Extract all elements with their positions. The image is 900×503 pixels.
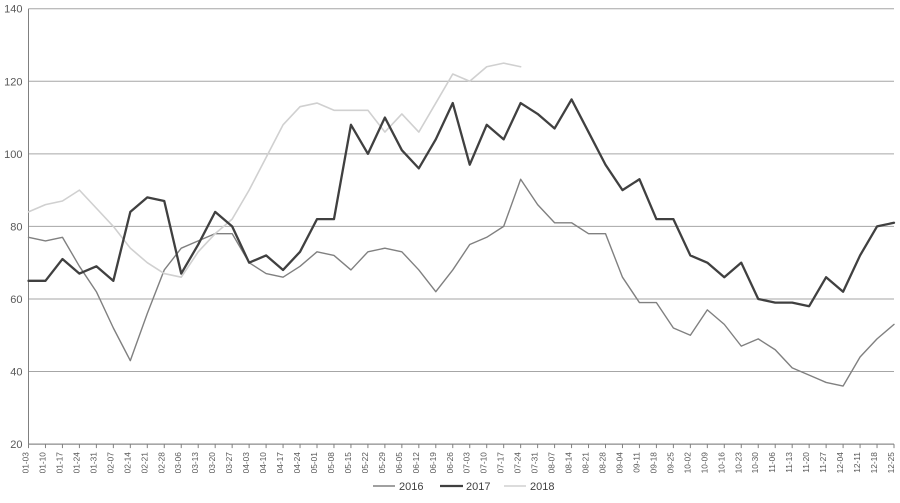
svg-text:04-17: 04-17 [275, 452, 285, 474]
svg-text:05-15: 05-15 [343, 452, 353, 474]
svg-text:04-03: 04-03 [241, 452, 251, 474]
svg-text:11-06: 11-06 [767, 452, 777, 473]
svg-text:07-31: 07-31 [530, 452, 540, 474]
svg-text:07-10: 07-10 [479, 452, 489, 474]
svg-text:05-29: 05-29 [377, 452, 387, 474]
svg-text:08-21: 08-21 [581, 452, 591, 474]
svg-text:03-06: 03-06 [173, 452, 183, 474]
svg-text:140: 140 [4, 4, 22, 16]
svg-text:06-05: 06-05 [394, 452, 404, 474]
svg-text:20: 20 [10, 439, 22, 451]
svg-text:09-25: 09-25 [665, 452, 675, 474]
svg-text:12-25: 12-25 [886, 452, 896, 474]
svg-text:07-24: 07-24 [513, 452, 523, 474]
svg-text:08-28: 08-28 [598, 452, 608, 474]
svg-text:10-02: 10-02 [682, 452, 692, 474]
svg-text:12-18: 12-18 [869, 452, 879, 474]
svg-text:100: 100 [4, 149, 22, 161]
svg-text:09-11: 09-11 [631, 452, 641, 473]
svg-text:2017: 2017 [466, 481, 490, 493]
svg-text:01-10: 01-10 [37, 452, 47, 474]
svg-text:11-27: 11-27 [818, 452, 828, 473]
svg-text:01-17: 01-17 [54, 452, 64, 474]
svg-text:10-23: 10-23 [733, 452, 743, 474]
svg-text:01-31: 01-31 [88, 452, 98, 474]
svg-text:120: 120 [4, 76, 22, 88]
svg-text:08-14: 08-14 [564, 452, 574, 474]
svg-text:10-16: 10-16 [716, 452, 726, 474]
svg-text:12-04: 12-04 [835, 452, 845, 474]
svg-text:10-30: 10-30 [750, 452, 760, 474]
svg-text:03-20: 03-20 [207, 452, 217, 474]
svg-text:09-18: 09-18 [648, 452, 658, 474]
svg-text:03-27: 03-27 [224, 452, 234, 474]
svg-text:05-08: 05-08 [326, 452, 336, 474]
svg-text:08-07: 08-07 [547, 452, 557, 474]
svg-text:04-10: 04-10 [258, 452, 268, 474]
svg-text:06-26: 06-26 [445, 452, 455, 474]
svg-text:40: 40 [10, 367, 22, 379]
svg-text:02-28: 02-28 [156, 452, 166, 474]
svg-text:06-12: 06-12 [411, 452, 421, 474]
svg-text:11-20: 11-20 [801, 452, 811, 473]
svg-text:01-24: 01-24 [71, 452, 81, 474]
svg-text:03-13: 03-13 [190, 452, 200, 474]
svg-text:10-09: 10-09 [699, 452, 709, 474]
svg-text:07-17: 07-17 [496, 452, 506, 474]
svg-text:02-07: 02-07 [105, 452, 115, 474]
svg-text:04-24: 04-24 [292, 452, 302, 474]
svg-text:60: 60 [10, 294, 22, 306]
svg-text:12-11: 12-11 [852, 452, 862, 473]
svg-text:02-14: 02-14 [122, 452, 132, 474]
svg-text:2016: 2016 [399, 481, 423, 493]
svg-text:05-22: 05-22 [360, 452, 370, 474]
svg-text:09-04: 09-04 [614, 452, 624, 474]
svg-text:80: 80 [10, 221, 22, 233]
svg-text:06-19: 06-19 [428, 452, 438, 474]
svg-text:11-13: 11-13 [784, 452, 794, 473]
svg-text:05-01: 05-01 [309, 452, 319, 474]
svg-text:2018: 2018 [530, 481, 554, 493]
svg-text:01-03: 01-03 [21, 452, 31, 474]
svg-text:07-03: 07-03 [462, 452, 472, 474]
svg-text:02-21: 02-21 [139, 452, 149, 474]
